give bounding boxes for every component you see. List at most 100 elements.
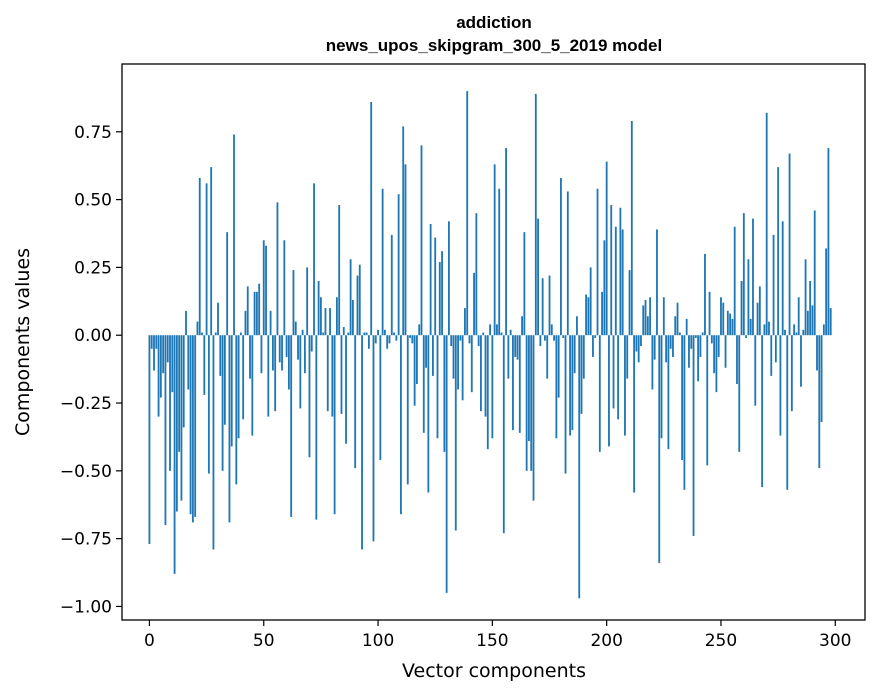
bar — [260, 335, 263, 374]
bar — [541, 278, 544, 336]
bar — [399, 335, 402, 515]
bar — [626, 335, 629, 379]
bar — [557, 335, 560, 398]
bar — [562, 335, 565, 338]
bar — [676, 302, 679, 336]
bar — [496, 324, 498, 336]
bar — [171, 335, 174, 393]
bar — [450, 335, 453, 347]
bar — [569, 335, 572, 436]
bar — [383, 329, 386, 336]
bar — [173, 335, 176, 574]
bar — [749, 318, 752, 336]
bar — [162, 335, 165, 374]
bar — [656, 229, 658, 336]
bar — [418, 324, 421, 336]
bar — [214, 332, 217, 336]
bar — [592, 335, 594, 357]
bar — [436, 335, 439, 439]
bar — [585, 294, 588, 336]
bar — [697, 335, 700, 382]
bar — [802, 329, 805, 336]
bar — [699, 335, 702, 357]
bar — [539, 335, 542, 347]
bar — [150, 335, 153, 349]
bar — [210, 167, 213, 336]
bar — [489, 324, 491, 336]
bar — [409, 335, 411, 338]
bar — [233, 134, 235, 336]
y-tick-label: −0.75 — [60, 530, 112, 550]
bar — [482, 332, 485, 336]
bar — [765, 112, 768, 336]
bar — [722, 302, 725, 336]
bar — [644, 299, 647, 336]
bar — [239, 332, 242, 336]
bar — [422, 335, 425, 433]
plot-frame — [121, 63, 866, 621]
bar — [521, 316, 523, 336]
bar — [754, 335, 757, 406]
bar — [578, 335, 581, 599]
bar — [500, 332, 503, 336]
bar — [475, 213, 478, 336]
bar — [276, 202, 279, 336]
bar — [468, 335, 471, 344]
bar — [601, 291, 604, 336]
bar — [267, 335, 270, 417]
bar — [788, 153, 791, 336]
bar — [438, 261, 441, 336]
bar — [715, 335, 718, 393]
bar — [553, 335, 555, 341]
bar — [811, 305, 814, 336]
bar — [335, 297, 338, 336]
x-tick-label: 100 — [362, 631, 394, 651]
bar — [226, 232, 229, 336]
bar — [258, 283, 261, 336]
bar — [178, 335, 181, 452]
bar — [347, 332, 350, 336]
bar — [269, 310, 272, 336]
bar — [452, 335, 455, 379]
bar — [713, 335, 716, 374]
bar — [731, 318, 734, 336]
bar — [704, 253, 706, 336]
bar — [413, 335, 416, 406]
bar — [573, 335, 576, 374]
y-axis-ticks: 0.75 0.50 0.25 0.00 −0.25 −0.50 −0.75 −1.00 — [60, 123, 122, 617]
bar — [589, 267, 592, 336]
bar — [720, 297, 722, 336]
bar — [310, 335, 313, 352]
bar — [370, 101, 373, 336]
bar — [793, 324, 796, 336]
bar — [237, 335, 240, 439]
bar — [758, 286, 761, 336]
bar — [516, 335, 519, 360]
bar — [649, 297, 652, 336]
x-tick-label: 150 — [476, 631, 508, 651]
bar — [445, 335, 448, 593]
bar — [185, 310, 187, 336]
bar — [706, 335, 709, 466]
bar — [148, 335, 151, 545]
bar — [196, 321, 199, 336]
bar — [287, 335, 290, 390]
bar — [777, 167, 780, 336]
bar — [612, 335, 615, 409]
bar — [740, 280, 743, 336]
bar — [283, 240, 286, 336]
bar — [745, 335, 748, 338]
bar — [155, 335, 158, 349]
bar — [363, 332, 366, 336]
x-axis-ticks: 0 50 100 150 200 250 300 — [144, 620, 852, 651]
bar — [669, 335, 672, 349]
bar — [271, 335, 274, 371]
bar — [674, 316, 677, 336]
bar — [159, 335, 162, 398]
bar — [610, 205, 613, 336]
bar — [390, 234, 393, 336]
bar — [180, 335, 183, 501]
bar — [537, 218, 539, 336]
y-tick-label: −0.50 — [60, 462, 112, 482]
